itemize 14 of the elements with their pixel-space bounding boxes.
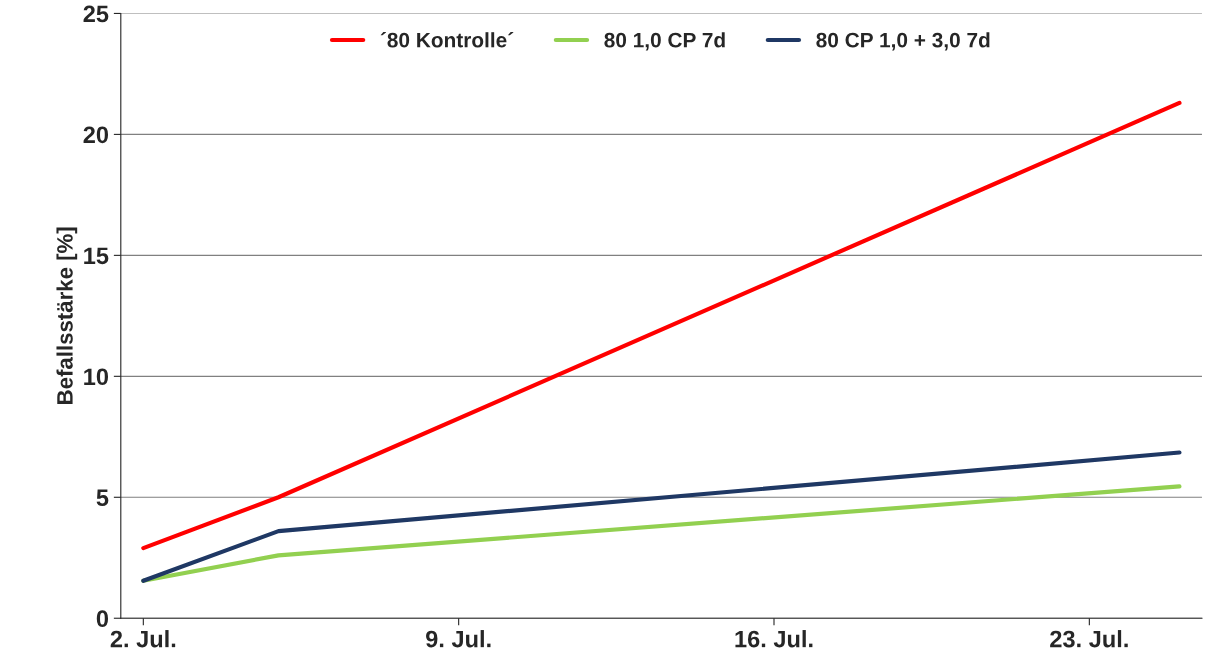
x-tick-label: 16. Jul.	[735, 630, 813, 648]
x-tick-label: 23. Jul.	[1050, 630, 1128, 648]
legend-label: 80 CP 1,0 + 3,0 7d	[816, 32, 990, 51]
y-axis-title: Befallsstärke [%]	[56, 227, 78, 404]
legend-label: ´80 Kontrolle´	[380, 32, 514, 48]
y-tick-label: 10	[84, 368, 109, 386]
legend-label: 80 1,0 CP 7d	[604, 32, 725, 51]
y-tick-label: 20	[83, 126, 109, 144]
x-tick-label: 9. Jul.	[426, 630, 491, 648]
y-tick-label: 0	[96, 610, 109, 628]
x-tick-label: 2. Jul.	[110, 630, 176, 648]
y-tick-label: 25	[83, 5, 109, 23]
y-tick-label: 5	[96, 489, 109, 507]
y-tick-label: 15	[84, 247, 109, 265]
